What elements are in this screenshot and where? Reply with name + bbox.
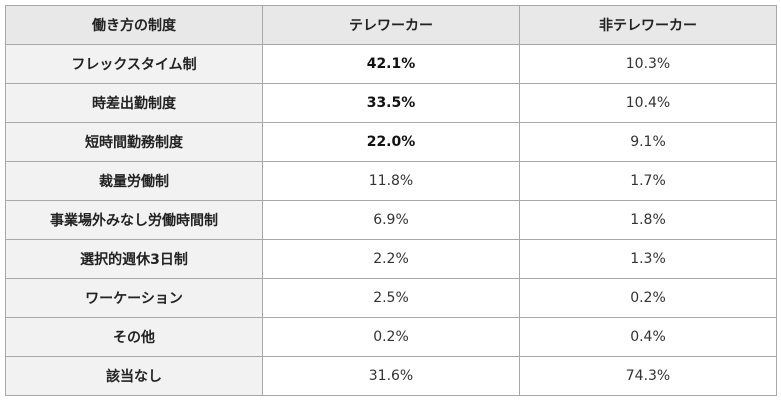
table-row: 裁量労働制 11.8% 1.7% xyxy=(5,161,777,201)
non-teleworker-value: 0.2% xyxy=(519,278,777,318)
non-teleworker-value: 1.3% xyxy=(519,239,777,279)
teleworker-value: 2.2% xyxy=(262,239,520,279)
non-teleworker-value: 1.8% xyxy=(519,200,777,240)
table-row: 事業場外みなし労働時間制 6.9% 1.8% xyxy=(5,200,777,240)
header-teleworker: テレワーカー xyxy=(262,5,520,45)
non-teleworker-value: 0.4% xyxy=(519,317,777,357)
teleworker-value: 42.1% xyxy=(262,44,520,84)
header-work-system: 働き方の制度 xyxy=(5,5,263,45)
non-teleworker-value: 1.7% xyxy=(519,161,777,201)
row-label: 選択的週休3日制 xyxy=(5,239,263,279)
work-system-comparison-table: 働き方の制度 テレワーカー 非テレワーカー フレックスタイム制 42.1% 10… xyxy=(5,5,777,396)
table-row: フレックスタイム制 42.1% 10.3% xyxy=(5,44,777,84)
table-row: 該当なし 31.6% 74.3% xyxy=(5,356,777,396)
non-teleworker-value: 74.3% xyxy=(519,356,777,396)
teleworker-value: 22.0% xyxy=(262,122,520,162)
table-row: 時差出勤制度 33.5% 10.4% xyxy=(5,83,777,123)
non-teleworker-value: 9.1% xyxy=(519,122,777,162)
teleworker-value: 11.8% xyxy=(262,161,520,201)
row-label: 時差出勤制度 xyxy=(5,83,263,123)
table-row: 選択的週休3日制 2.2% 1.3% xyxy=(5,239,777,279)
row-label: 短時間勤務制度 xyxy=(5,122,263,162)
row-label: フレックスタイム制 xyxy=(5,44,263,84)
teleworker-value: 33.5% xyxy=(262,83,520,123)
table-row: その他 0.2% 0.4% xyxy=(5,317,777,357)
row-label: 事業場外みなし労働時間制 xyxy=(5,200,263,240)
table-row: 短時間勤務制度 22.0% 9.1% xyxy=(5,122,777,162)
header-non-teleworker: 非テレワーカー xyxy=(519,5,777,45)
row-label: その他 xyxy=(5,317,263,357)
row-label: 裁量労働制 xyxy=(5,161,263,201)
table-header-row: 働き方の制度 テレワーカー 非テレワーカー xyxy=(5,5,777,45)
teleworker-value: 31.6% xyxy=(262,356,520,396)
teleworker-value: 2.5% xyxy=(262,278,520,318)
teleworker-value: 6.9% xyxy=(262,200,520,240)
comparison-table-container: 働き方の制度 テレワーカー 非テレワーカー フレックスタイム制 42.1% 10… xyxy=(5,5,777,396)
table-body: フレックスタイム制 42.1% 10.3% 時差出勤制度 33.5% 10.4%… xyxy=(5,44,777,396)
table-row: ワーケーション 2.5% 0.2% xyxy=(5,278,777,318)
teleworker-value: 0.2% xyxy=(262,317,520,357)
row-label: ワーケーション xyxy=(5,278,263,318)
non-teleworker-value: 10.4% xyxy=(519,83,777,123)
row-label: 該当なし xyxy=(5,356,263,396)
non-teleworker-value: 10.3% xyxy=(519,44,777,84)
